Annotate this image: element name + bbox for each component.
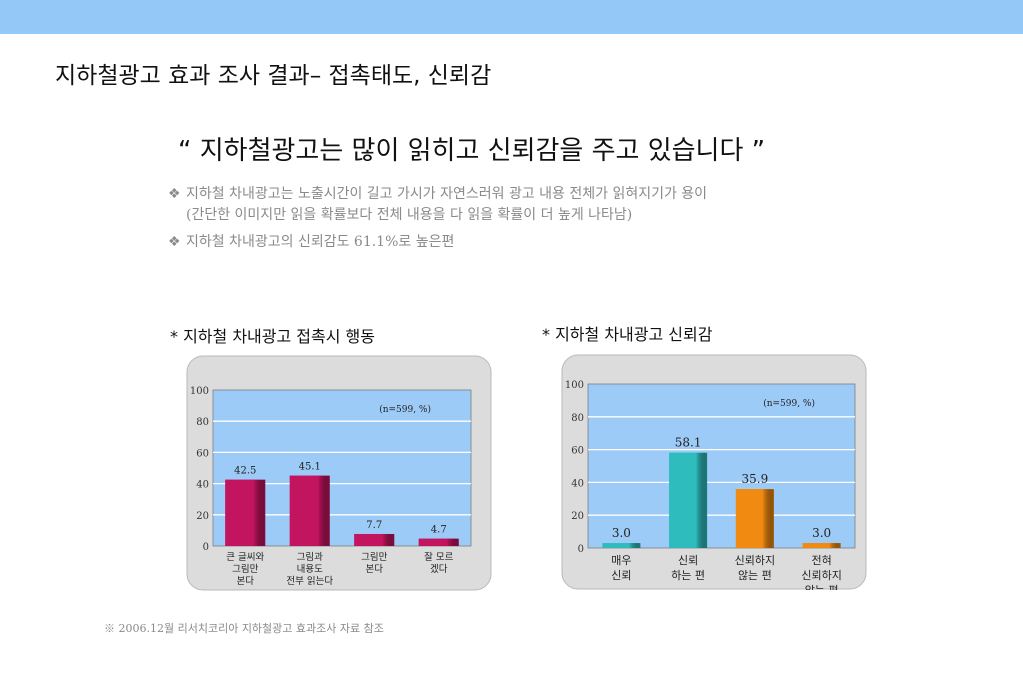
chart1-bar-shade xyxy=(225,479,266,546)
chart2-value-label: 3.0 xyxy=(812,526,831,540)
bullet-mark-icon: ❖ xyxy=(168,186,181,202)
bullet-list: ❖ 지하철 차내광고는 노출시간이 길고 가시가 자연스러워 광고 내용 전체가 … xyxy=(168,184,707,253)
chart1-bar-shade xyxy=(418,538,459,546)
chart1-ytick-label: 60 xyxy=(196,448,209,459)
chart2-ytick-label: 80 xyxy=(571,413,584,424)
chart2-category-label: 신뢰 xyxy=(678,554,698,567)
chart2-category-label: 않는 편 xyxy=(805,584,839,590)
slide-title: 지하철광고 효과 조사 결과– 접촉태도, 신뢰감 xyxy=(55,63,492,89)
chart1-value-label: 42.5 xyxy=(234,466,256,477)
chart1-category-label: 본다 xyxy=(237,576,255,587)
chart1-category-label: 그림만 xyxy=(361,551,387,563)
chart1-ytick-label: 0 xyxy=(203,542,209,553)
chart2-ytick-label: 100 xyxy=(565,380,584,391)
chart2-ytick-label: 20 xyxy=(571,511,584,522)
chart2-value-label: 35.9 xyxy=(742,472,769,486)
chart1-category-label: 겠다 xyxy=(430,564,448,575)
bullet-mark-icon: ❖ xyxy=(168,234,181,250)
chart2-bar-shade xyxy=(735,489,774,548)
chart2-category-label: 신뢰하지 xyxy=(735,553,775,567)
chart1-sample-note: (n=599, %) xyxy=(379,404,431,415)
chart1-ytick-label: 20 xyxy=(196,511,209,522)
chart1-ytick-label: 80 xyxy=(196,417,209,428)
chart2-category-label: 신뢰 xyxy=(611,569,631,582)
chart2-ytick-label: 40 xyxy=(571,478,584,489)
top-band xyxy=(0,0,1023,34)
chart2-category-label: 매우 xyxy=(611,554,631,567)
chart1-bar-shade xyxy=(354,533,395,546)
bullet-text: 지하철 차내광고는 노출시간이 길고 가시가 자연스러워 광고 내용 전체가 읽… xyxy=(186,186,708,202)
chart2-ytick-label: 60 xyxy=(571,446,584,457)
chart1-category-label: 전부 읽는다 xyxy=(286,575,333,587)
headline: “ 지하철광고는 많이 읽히고 신뢰감을 주고 있습니다 ” xyxy=(178,136,766,166)
chart1-category-label: 내용도 xyxy=(297,564,323,575)
chart2-value-label: 58.1 xyxy=(675,436,702,450)
chart1-ytick-label: 100 xyxy=(190,386,209,397)
bullet-item: ❖ 지하철 차내광고는 노출시간이 길고 가시가 자연스러워 광고 내용 전체가 … xyxy=(168,184,707,205)
chart1-category-label: 잘 모르 xyxy=(424,551,453,563)
chart2-category-label: 전혀 xyxy=(812,554,832,567)
chart2-category-label: 않는 편 xyxy=(738,569,772,582)
chart1-bar-shade xyxy=(289,475,330,546)
chart2-ytick-label: 0 xyxy=(578,544,584,555)
bullet-text: 지하철 차내광고의 신뢰감도 61.1%로 높은편 xyxy=(186,234,455,250)
chart1-category-label: 그림과 xyxy=(297,551,323,563)
chart1-value-label: 7.7 xyxy=(366,520,382,531)
footnote: ※ 2006.12월 리서치코리아 지하철광고 효과조사 자료 참조 xyxy=(104,622,384,635)
chart1-title: * 지하철 차내광고 접촉시 행동 xyxy=(170,327,375,346)
bullet-item: ❖ 지하철 차내광고의 신뢰감도 61.1%로 높은편 xyxy=(168,232,707,253)
chart1-ytick-label: 40 xyxy=(196,480,209,491)
chart1-category-label: 본다 xyxy=(366,564,384,575)
chart1-value-label: 45.1 xyxy=(299,462,321,473)
chart2-bar-shade xyxy=(602,543,641,548)
chart2-title: * 지하철 차내광고 신뢰감 xyxy=(542,325,713,344)
chart2-bar-shade xyxy=(802,543,841,548)
chart2-bar-shade xyxy=(669,452,708,548)
chart1-value-label: 4.7 xyxy=(431,525,447,536)
chart2-value-label: 3.0 xyxy=(612,526,631,540)
chart2-sample-note: (n=599, %) xyxy=(763,398,815,409)
chart2-category-label: 신뢰하지 xyxy=(801,568,841,582)
chart1-category-label: 그림만 xyxy=(232,563,258,575)
chart1-category-label: 큰 글씨와 xyxy=(226,551,264,563)
bullet-continuation: (간단한 이미지만 읽을 확률보다 전체 내용을 다 읽을 확률이 더 높게 나… xyxy=(186,207,633,223)
chart2-plot-area xyxy=(587,383,856,549)
chart2-category-label: 하는 편 xyxy=(671,568,705,582)
